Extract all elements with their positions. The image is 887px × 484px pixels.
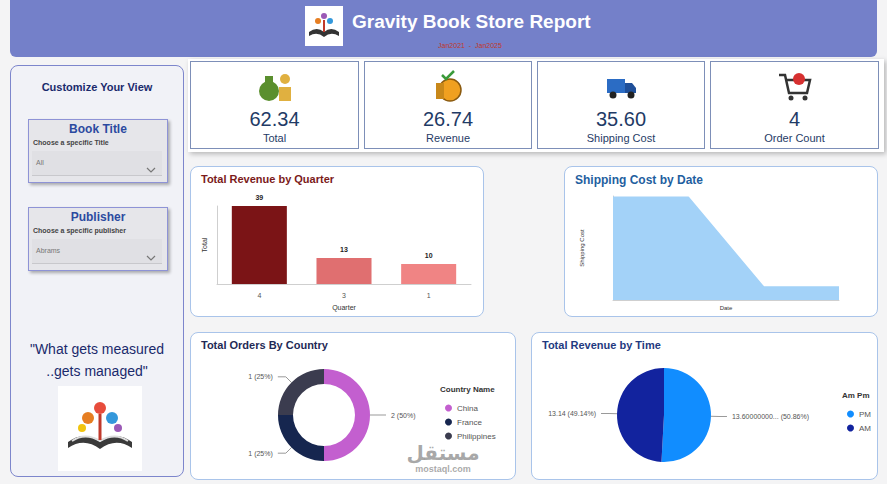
html-text:62.34: 62.34 <box>249 108 300 130</box>
html-text:Order Count: Order Count <box>764 132 825 144</box>
svg-text:China: China <box>457 404 478 413</box>
svg-text:10: 10 <box>425 252 433 259</box>
html-text:Total Revenue by Quarter: Total Revenue by Quarter <box>201 173 335 185</box>
html-text:Publisher: Publisher <box>70 210 126 224</box>
html-text:Total: Total <box>262 132 287 144</box>
svg-text:AM: AM <box>859 424 871 433</box>
html-text:..gets managed": ..gets managed" <box>46 363 148 379</box>
svg-text:Am Pm: Am Pm <box>842 391 870 400</box>
html-text:"What gets measured: "What gets measured <box>29 341 165 357</box>
html-text:Abrams: Abrams <box>36 247 61 254</box>
svg-text:39: 39 <box>255 194 263 201</box>
html-text:Gravity Book Store Report: Gravity Book Store Report <box>352 11 591 32</box>
html-text:Jan2021 - Jan2025: Jan2021 - Jan2025 <box>438 42 502 49</box>
svg-text:Date: Date <box>720 305 733 311</box>
svg-text:France: France <box>457 418 482 427</box>
svg-text:1 (25%): 1 (25%) <box>248 373 273 381</box>
svg-text:Quarter: Quarter <box>332 304 356 312</box>
svg-text:2 (50%): 2 (50%) <box>391 412 416 420</box>
html-text:26.74: 26.74 <box>423 108 473 130</box>
svg-text:13: 13 <box>340 246 348 253</box>
html-text:Customize Your View: Customize Your View <box>41 81 153 93</box>
html-text:مستقل: مستقل <box>406 441 480 465</box>
svg-text:Philippines: Philippines <box>457 432 496 441</box>
html-text:4: 4 <box>788 108 801 130</box>
html-text:Shipping Cost by Date: Shipping Cost by Date <box>575 173 703 187</box>
svg-text:1 (25%): 1 (25%) <box>248 450 273 458</box>
svg-text:3: 3 <box>342 292 346 299</box>
html-text:Total Orders By Country: Total Orders By Country <box>201 339 328 351</box>
svg-text:1: 1 <box>427 292 431 299</box>
html-text:35.60: 35.60 <box>596 108 646 130</box>
html-text:Shipping Cost: Shipping Cost <box>586 132 656 144</box>
html-text:Book Title: Book Title <box>69 122 127 136</box>
html-text:Choose a specific Title: Choose a specific Title <box>33 139 109 146</box>
svg-text:4: 4 <box>257 292 261 299</box>
svg-text:Shipping Cost: Shipping Cost <box>579 229 585 267</box>
html-text:Total Revenue by Time: Total Revenue by Time <box>542 339 661 351</box>
svg-text:Country Name: Country Name <box>440 385 495 394</box>
svg-text:PM: PM <box>859 410 871 419</box>
svg-text:13.14 (49.14%): 13.14 (49.14%) <box>548 410 596 418</box>
svg-text:13.60000000... (50.86%): 13.60000000... (50.86%) <box>732 413 809 421</box>
html-text:All: All <box>36 159 44 166</box>
html-text:Choose a specific publisher: Choose a specific publisher <box>33 227 126 234</box>
html-text:Revenue: Revenue <box>426 132 470 144</box>
svg-text:Total: Total <box>201 237 208 252</box>
html-text:mostaql.com: mostaql.com <box>415 464 471 474</box>
